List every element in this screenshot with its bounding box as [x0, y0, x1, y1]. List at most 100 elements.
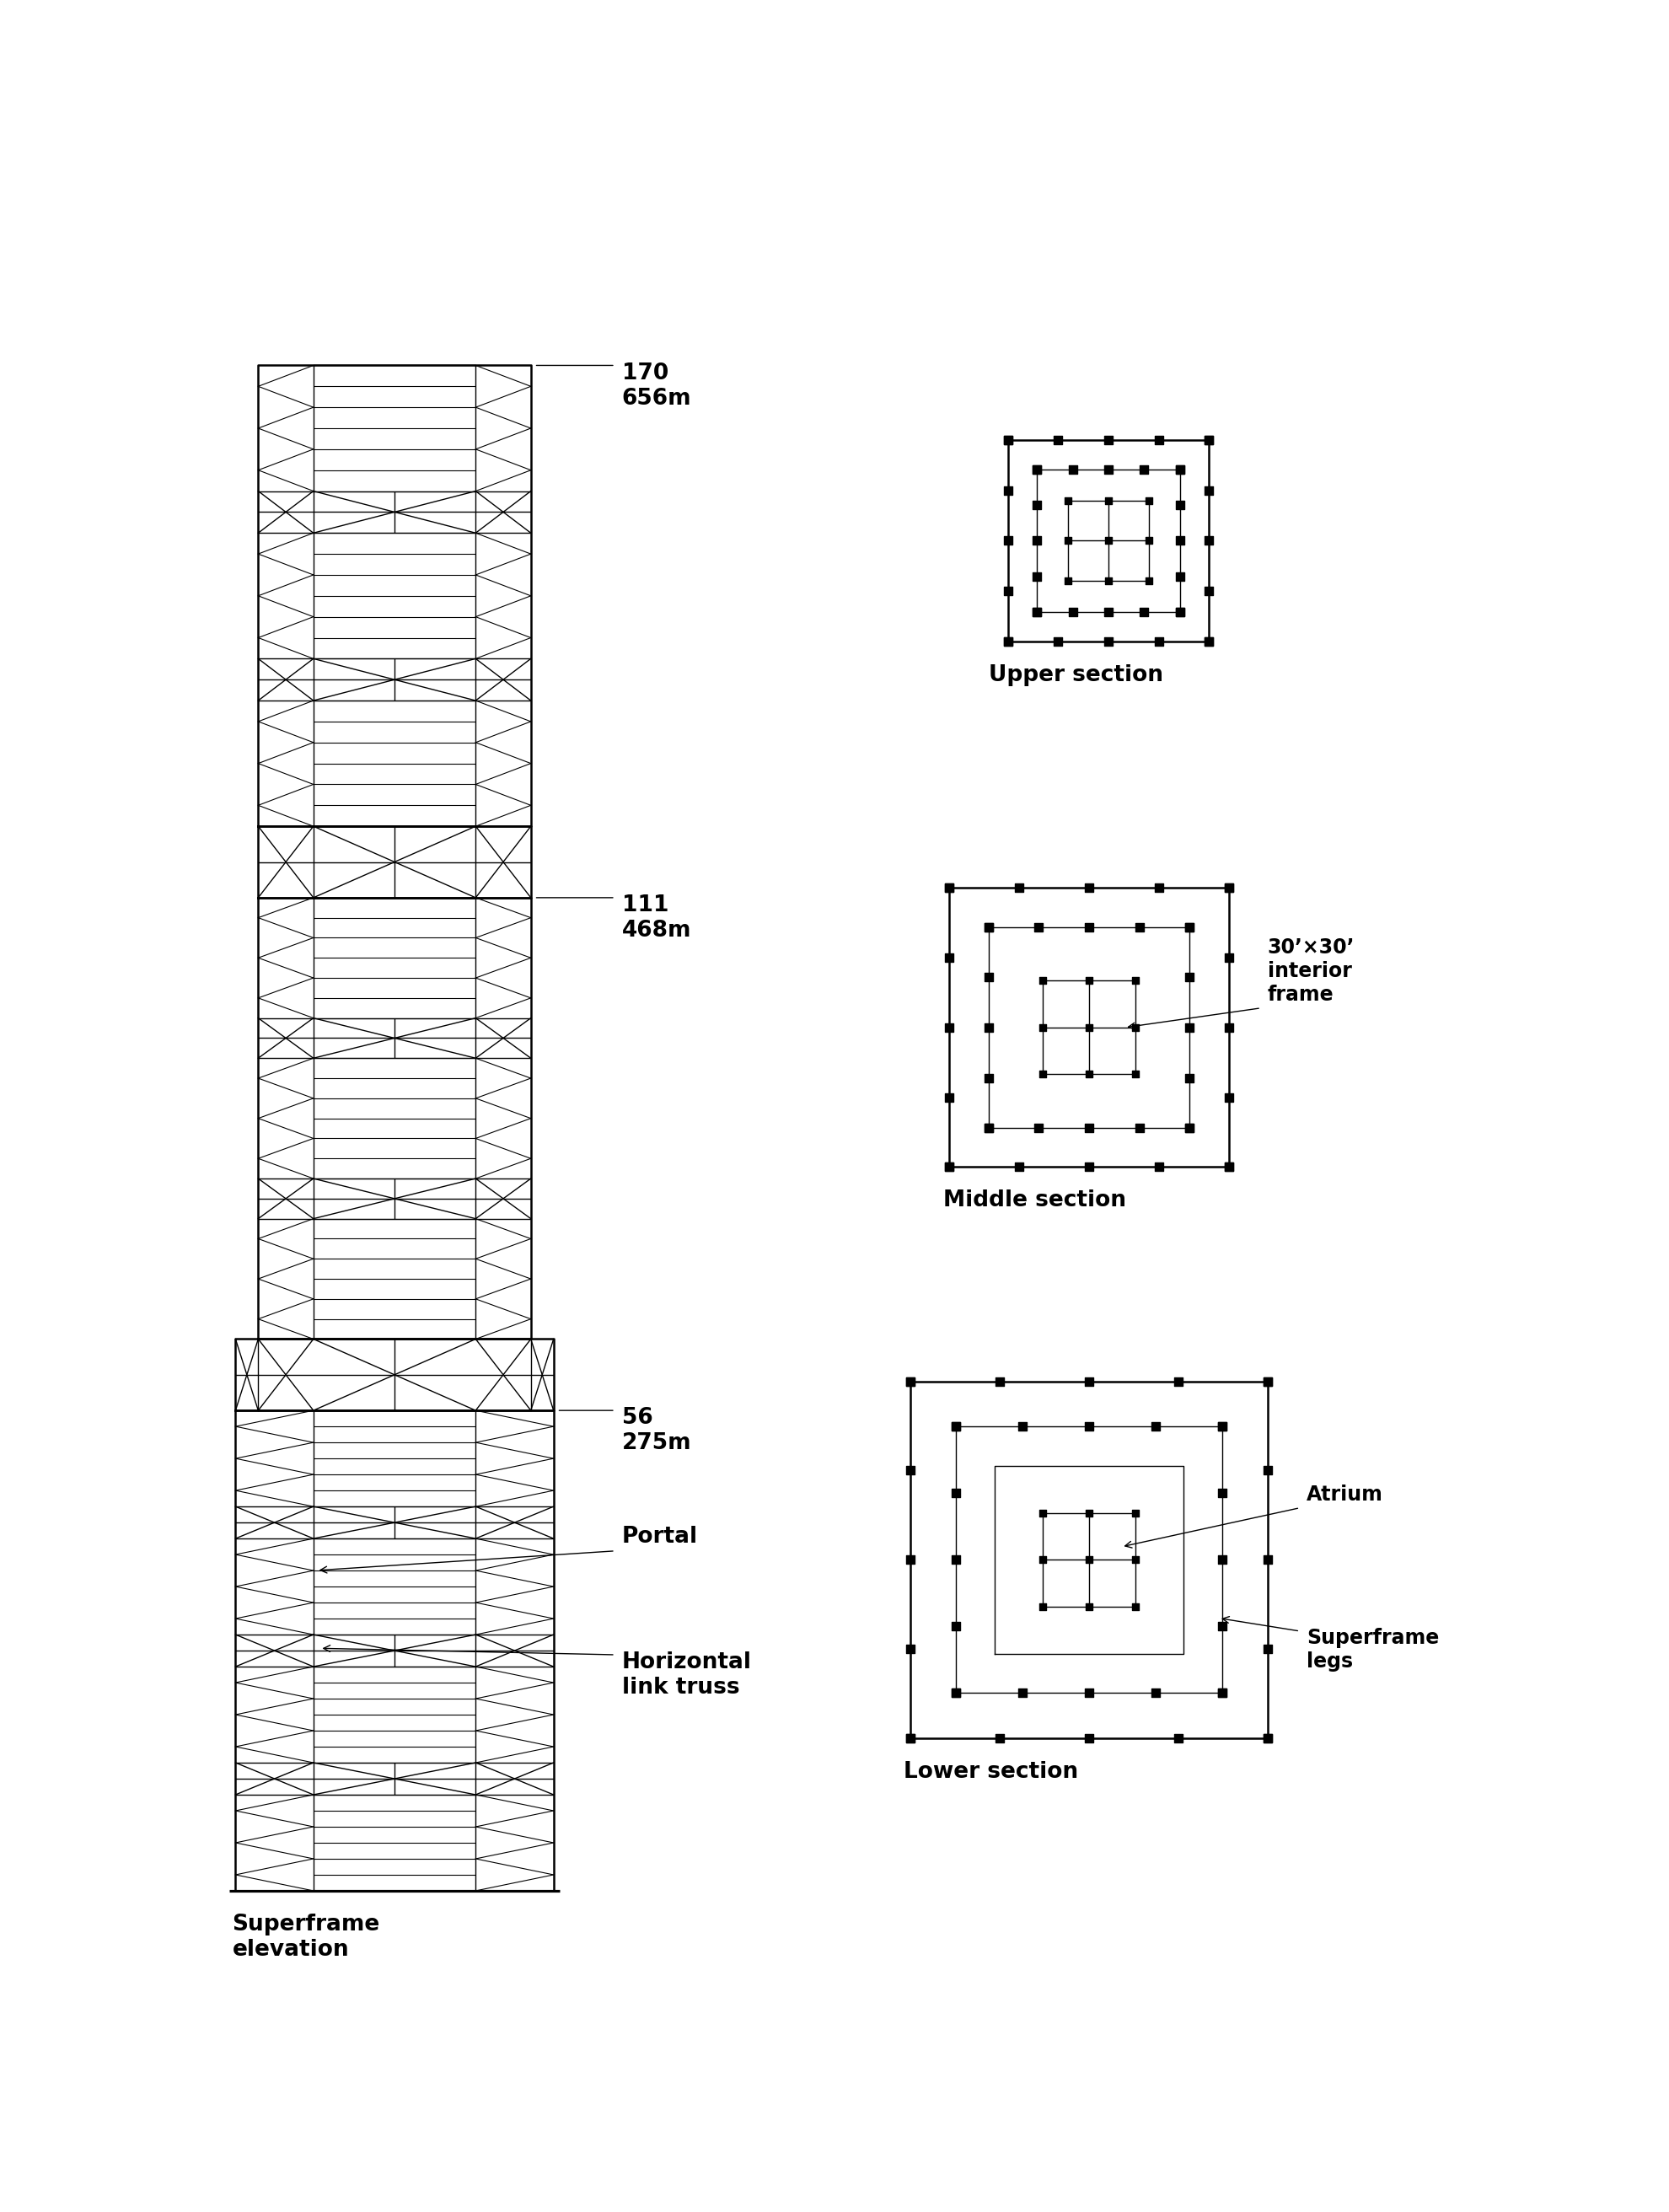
- Point: [1122, 1588, 1148, 1624]
- Point: [936, 1079, 963, 1115]
- Text: 170
656m: 170 656m: [621, 363, 691, 409]
- Point: [1167, 595, 1193, 630]
- Point: [1145, 1150, 1172, 1186]
- Point: [1145, 869, 1172, 905]
- Point: [1028, 962, 1055, 998]
- Point: [936, 940, 963, 975]
- Point: [898, 1630, 925, 1666]
- Point: [1135, 482, 1162, 518]
- Point: [1145, 422, 1172, 458]
- Point: [975, 1110, 1001, 1146]
- Point: [1253, 1721, 1280, 1756]
- Text: 56
275m: 56 275m: [621, 1407, 691, 1455]
- Point: [1132, 595, 1158, 630]
- Point: [1010, 1409, 1036, 1444]
- Point: [936, 869, 963, 905]
- Text: Lower section: Lower section: [905, 1761, 1078, 1783]
- Point: [1142, 1409, 1168, 1444]
- Point: [1075, 1721, 1102, 1756]
- Point: [1055, 522, 1082, 557]
- Point: [1177, 1110, 1203, 1146]
- Point: [1208, 1674, 1235, 1710]
- Point: [1023, 522, 1050, 557]
- Point: [1132, 451, 1158, 487]
- Point: [1177, 1060, 1203, 1095]
- Point: [1195, 422, 1222, 458]
- Text: Middle section: Middle section: [943, 1190, 1127, 1212]
- Point: [1010, 1674, 1036, 1710]
- Point: [1006, 869, 1033, 905]
- Point: [975, 909, 1001, 945]
- Point: [1177, 1011, 1203, 1046]
- Point: [943, 1608, 970, 1644]
- Point: [943, 1674, 970, 1710]
- Point: [1028, 1542, 1055, 1577]
- Point: [943, 1409, 970, 1444]
- Point: [1135, 522, 1162, 557]
- Point: [1122, 1011, 1148, 1046]
- Point: [1208, 1409, 1235, 1444]
- Text: Portal: Portal: [621, 1526, 698, 1548]
- Point: [995, 624, 1021, 659]
- Point: [1023, 595, 1050, 630]
- Point: [1075, 1674, 1102, 1710]
- Point: [1167, 522, 1193, 557]
- Point: [1025, 909, 1051, 945]
- Point: [1095, 482, 1122, 518]
- Point: [975, 1110, 1001, 1146]
- Point: [1177, 1110, 1203, 1146]
- Point: [1075, 1495, 1102, 1531]
- Point: [975, 909, 1001, 945]
- Point: [936, 1150, 963, 1186]
- Point: [1023, 451, 1050, 487]
- Point: [1060, 595, 1087, 630]
- Point: [1145, 624, 1172, 659]
- Point: [1215, 940, 1242, 975]
- Point: [1165, 1363, 1192, 1398]
- Point: [1215, 1079, 1242, 1115]
- Point: [1195, 422, 1222, 458]
- Point: [986, 1363, 1013, 1398]
- Point: [1195, 624, 1222, 659]
- Point: [898, 1363, 925, 1398]
- Point: [1075, 1057, 1102, 1093]
- Point: [1075, 1588, 1102, 1624]
- Point: [995, 573, 1021, 608]
- Point: [943, 1475, 970, 1511]
- Text: Superframe
legs: Superframe legs: [1307, 1628, 1439, 1672]
- Point: [1095, 595, 1122, 630]
- Point: [1060, 451, 1087, 487]
- Point: [995, 473, 1021, 509]
- Point: [1025, 1110, 1051, 1146]
- Point: [1028, 1011, 1055, 1046]
- Point: [1208, 1674, 1235, 1710]
- Point: [1127, 909, 1153, 945]
- Point: [1215, 1150, 1242, 1186]
- Point: [1045, 624, 1071, 659]
- Point: [898, 1453, 925, 1489]
- Point: [975, 1060, 1001, 1095]
- Point: [1253, 1721, 1280, 1756]
- Point: [936, 1011, 963, 1046]
- Point: [995, 624, 1021, 659]
- Point: [1215, 1150, 1242, 1186]
- Point: [1075, 962, 1102, 998]
- Point: [986, 1721, 1013, 1756]
- Point: [1075, 1409, 1102, 1444]
- Point: [995, 422, 1021, 458]
- Point: [1177, 909, 1203, 945]
- Point: [1167, 451, 1193, 487]
- Point: [1195, 473, 1222, 509]
- Point: [1075, 869, 1102, 905]
- Point: [1135, 564, 1162, 599]
- Point: [1208, 1608, 1235, 1644]
- Point: [1023, 451, 1050, 487]
- Text: Superframe
elevation: Superframe elevation: [232, 1913, 381, 1960]
- Point: [1177, 909, 1203, 945]
- Point: [936, 1150, 963, 1186]
- Point: [943, 1409, 970, 1444]
- Text: Atrium: Atrium: [1307, 1484, 1384, 1504]
- Point: [1127, 1110, 1153, 1146]
- Point: [943, 1674, 970, 1710]
- Text: Horizontal
link truss: Horizontal link truss: [621, 1652, 751, 1699]
